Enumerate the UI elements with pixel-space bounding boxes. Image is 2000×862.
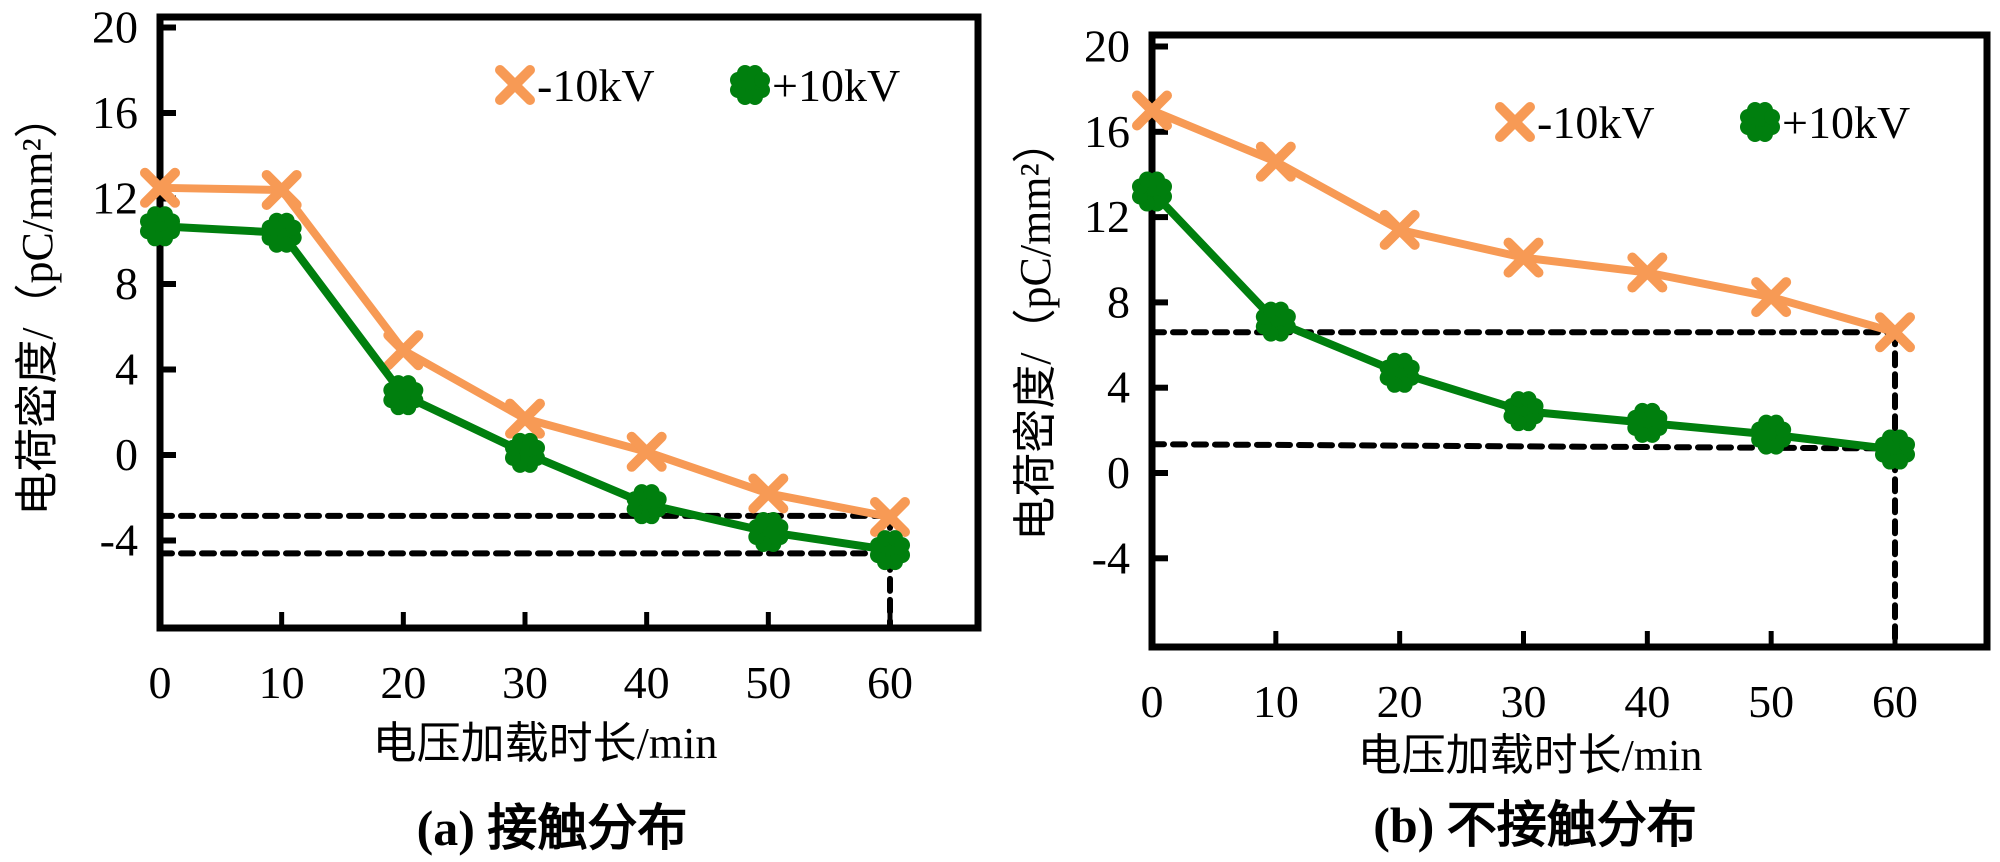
panel-b: -4 0 4 8 12 16 20 0 10 20 30 40 50 60 -10kV +10kV 电荷密度/… <box>1011 21 1991 853</box>
x-axis-title-b: 电压加载时长/min <box>1358 731 1703 780</box>
legend: -10kV +10kV <box>1495 97 1910 148</box>
data-point-minus-10kv <box>748 473 789 514</box>
data-point-plus-10kv-petal <box>650 491 667 508</box>
legend-marker-flower-icon <box>1739 101 1781 143</box>
data-point-plus-10kv-petal <box>1156 178 1173 195</box>
legend-label: -10kV <box>537 60 655 111</box>
data-point-minus-10kv <box>1627 252 1668 293</box>
x-tick-label: 50 <box>745 657 791 708</box>
data-point-minus-10kv <box>505 398 545 439</box>
data-point-plus-10kv-petal <box>529 439 546 456</box>
x-tick-label: 50 <box>1748 676 1794 727</box>
x-axis-title-a: 电压加载时长/min <box>373 719 718 768</box>
plot-area-a: -4 0 4 8 12 16 20 0 10 20 30 40 50 60 -10kV +10kV <box>92 2 982 708</box>
legend: -10kV +10kV <box>495 60 900 111</box>
data-point-plus-10kv <box>1503 391 1544 432</box>
data-point-minus-10kv <box>870 496 910 537</box>
y-tick-label: 8 <box>1107 276 1130 327</box>
data-point-plus-10kv-petal <box>1279 308 1296 325</box>
y-axis-title-b: 电荷密度/（pC/mm²） <box>1011 119 1060 540</box>
plot-frame <box>156 13 982 632</box>
data-point-plus-10kv-petal <box>285 219 302 236</box>
y-tick-label: -4 <box>100 515 138 566</box>
data-point-minus-10kv <box>140 167 180 208</box>
data-point-minus-10kv <box>261 169 302 210</box>
x-tick-label: 40 <box>624 657 670 708</box>
data-point-plus-10kv <box>1379 352 1420 393</box>
y-tick-label: 4 <box>115 344 138 395</box>
caption-b: (b) 不接触分布 <box>1373 797 1697 853</box>
legend-marker-flower-icon-petal <box>754 72 771 89</box>
data-point-minus-10kv <box>626 431 667 472</box>
data-point-plus-10kv <box>139 206 181 247</box>
plot-frame <box>1148 31 1991 651</box>
x-tick-label: 20 <box>380 657 426 708</box>
data-point-minus-10kv <box>1751 277 1792 318</box>
x-tick-label: 40 <box>1624 676 1670 727</box>
data-point-plus-10kv-petal <box>164 213 181 230</box>
y-tick-label: 16 <box>1084 106 1130 157</box>
data-point-plus-10kv <box>1751 414 1792 455</box>
data-point-plus-10kv-petal <box>1403 359 1420 376</box>
data-point-minus-10kv <box>1132 90 1172 131</box>
y-tick-label: 12 <box>1084 191 1130 242</box>
data-point-minus-10kv <box>1875 312 1915 353</box>
legend-marker-x-icon <box>1495 102 1535 142</box>
x-tick-label: 60 <box>1872 676 1918 727</box>
data-point-plus-10kv <box>1874 429 1916 470</box>
x-tick-label: 60 <box>867 657 913 708</box>
data-point-plus-10kv-petal <box>894 537 911 554</box>
caption-a: (a) 接触分布 <box>417 800 688 856</box>
data-point-plus-10kv <box>1131 171 1173 212</box>
y-tick-label: -4 <box>1092 532 1130 583</box>
data-point-plus-10kv-petal <box>407 382 424 399</box>
data-point-minus-10kv <box>383 330 424 371</box>
x-tick-label: 10 <box>259 657 305 708</box>
y-axis-title-a: 电荷密度/（pC/mm²） <box>13 94 62 515</box>
x-tick-label: 10 <box>1253 676 1299 727</box>
data-point-plus-10kv-petal <box>772 518 789 535</box>
data-point-plus-10kv <box>869 530 911 571</box>
legend-label: +10kV <box>772 60 900 111</box>
plot-area-b: -4 0 4 8 12 16 20 0 10 20 30 40 50 60 -10kV +10kV <box>1084 21 1991 727</box>
y-tick-label: 16 <box>92 87 138 138</box>
y-tick-label: 8 <box>115 258 138 309</box>
y-tick-label: 20 <box>1084 21 1130 72</box>
data-point-plus-10kv-petal <box>1527 398 1544 415</box>
data-point-plus-10kv <box>626 484 667 525</box>
y-tick-label: 4 <box>1107 362 1130 413</box>
data-point-minus-10kv <box>1379 209 1420 250</box>
y-tick-label: 0 <box>1107 447 1130 498</box>
legend-label: +10kV <box>1782 97 1910 148</box>
y-tick-label: 12 <box>92 173 138 224</box>
legend-marker-flower-icon-petal <box>1764 109 1781 126</box>
data-point-plus-10kv <box>1627 402 1668 443</box>
y-tick-label: 0 <box>115 429 138 480</box>
x-tick-label: 30 <box>1501 676 1547 727</box>
data-point-plus-10kv-petal <box>1775 421 1792 438</box>
data-point-plus-10kv <box>383 375 424 416</box>
data-point-plus-10kv <box>504 432 546 473</box>
legend-marker-flower-icon <box>729 64 771 106</box>
x-tick-label: 20 <box>1377 676 1423 727</box>
data-point-plus-10kv <box>748 511 789 552</box>
data-point-minus-10kv <box>1255 141 1296 182</box>
x-tick-label: 30 <box>502 657 548 708</box>
legend-marker-x-icon <box>495 65 535 105</box>
x-tick-label: 0 <box>1141 676 1164 727</box>
x-tick-label: 0 <box>149 657 172 708</box>
legend-label: -10kV <box>1537 97 1655 148</box>
data-point-plus-10kv <box>1255 301 1296 342</box>
data-point-plus-10kv-petal <box>1651 409 1668 426</box>
data-point-plus-10kv-petal <box>1899 436 1916 453</box>
data-point-minus-10kv <box>1503 237 1544 278</box>
y-tick-label: 20 <box>92 2 138 53</box>
panel-a: -4 0 4 8 12 16 20 0 10 20 30 40 50 60 -10kV +10kV 电荷密度/… <box>13 2 982 856</box>
data-point-plus-10kv <box>261 212 302 253</box>
